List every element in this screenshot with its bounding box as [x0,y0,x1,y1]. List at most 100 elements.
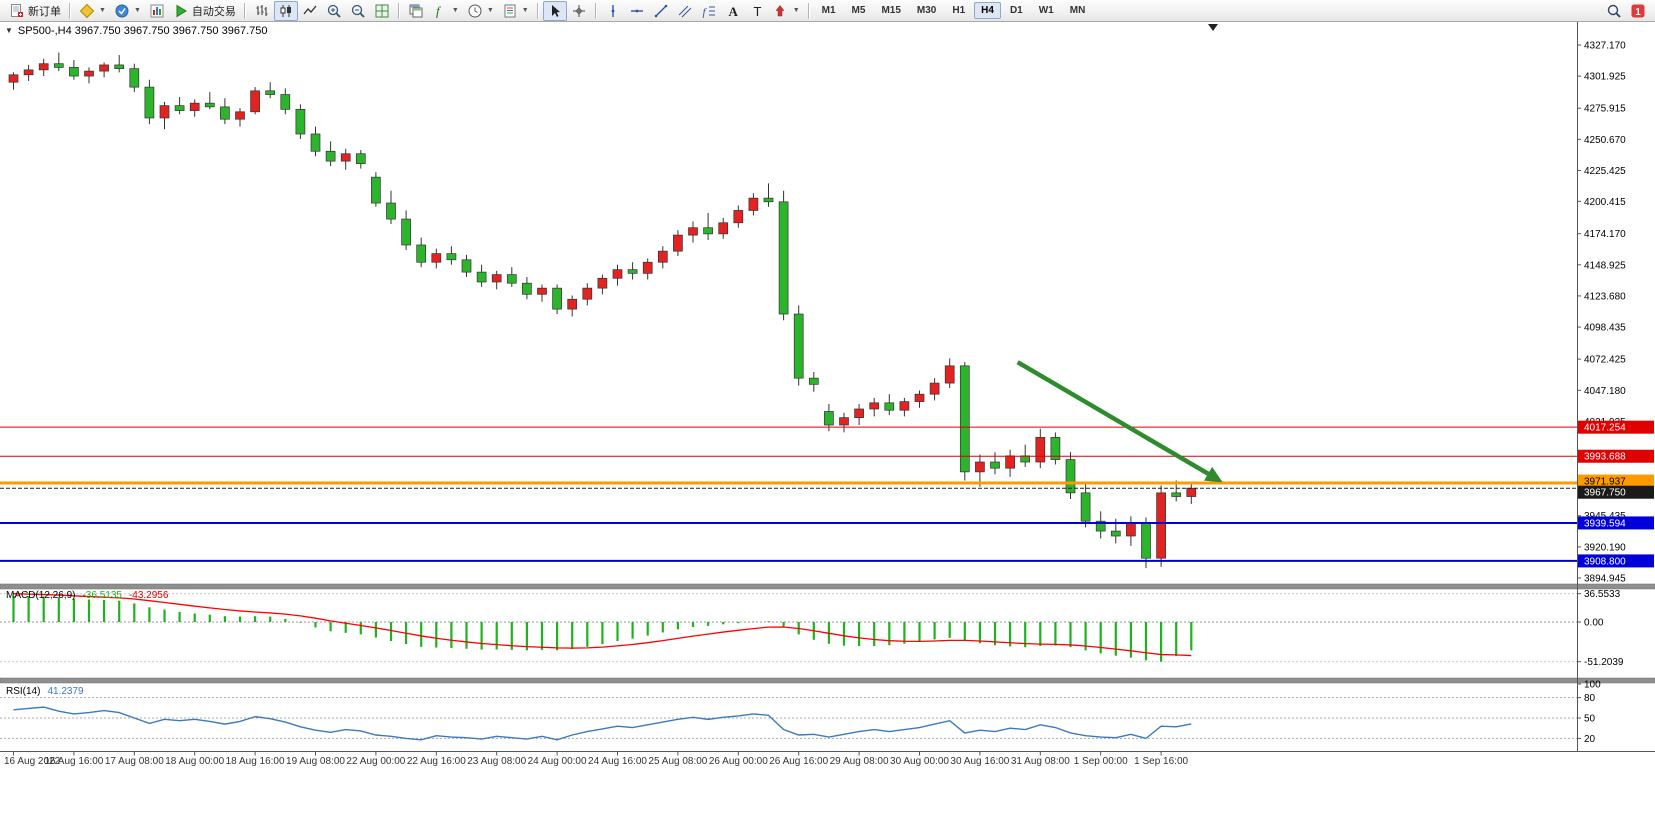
rsi-value: 41.2379 [47,686,84,697]
zoom-out-icon [351,4,365,18]
timeframe-button-m15[interactable]: M15 [881,5,901,16]
horizontal-line-icon [630,9,643,12]
candle-up [84,70,94,77]
line-chart-icon [303,5,317,14]
search-button[interactable] [1602,1,1626,21]
text-icon: A [728,4,738,19]
periods-button[interactable]: ▼ [463,1,498,21]
price-badge-orange-text: 3971.937 [1584,477,1626,488]
bar-chart-button[interactable] [250,1,274,21]
timeframe-button-d1[interactable]: D1 [1009,5,1023,16]
price-axis-label: 4148.925 [1584,260,1626,271]
channel-button[interactable] [673,1,697,21]
candle-down [204,102,215,108]
trendline-button[interactable] [649,1,673,21]
time-axis-label: 22 Aug 16:00 [407,756,466,767]
candle-down [129,68,140,88]
community-button[interactable]: 1 [1626,1,1650,21]
candle-down [884,402,895,411]
candle-down [627,269,638,274]
macd-axis-label: -51.2039 [1584,657,1624,668]
candle-down [476,271,487,283]
market-watch-button[interactable] [145,1,169,21]
candle-down [401,218,411,246]
macd-signal-value: -43.2956 [128,590,169,601]
timeframe-button-mn[interactable]: MN [1069,5,1086,16]
autotrading-button[interactable]: 自动交易 [169,1,240,21]
toolbar-separator [807,2,810,19]
zoom-out-button[interactable] [346,1,370,21]
dropdown-caret-icon: ▼ [792,7,800,14]
time-axis-label: 24 Aug 00:00 [528,756,587,767]
candle-down [1171,492,1182,497]
macd-main-value: -36.5135 [82,590,122,601]
timeframe-button-m30[interactable]: M30 [916,5,937,16]
zoom-in-button[interactable] [322,1,346,21]
text-label-button[interactable]: T [745,1,769,21]
rsi-axis-label: 100 [1584,680,1601,691]
timeframe-button-h4[interactable]: H4 [974,2,1001,19]
candle-up [899,401,910,411]
new-order-button[interactable]: 新订单 [5,1,65,21]
time-axis-label: 31 Aug 08:00 [1011,756,1070,767]
time-axis-label: 22 Aug 00:00 [346,756,405,767]
panel-splitter[interactable] [0,677,1655,684]
candle-up [975,461,985,473]
new-chart-button[interactable]: ▼ [75,1,110,21]
candle-down [1050,437,1061,460]
dropdown-caret-icon: ▼ [486,7,494,14]
one-click-trading-toggle[interactable]: ▼ [5,26,13,35]
tile-windows-button[interactable] [404,1,428,21]
candle-up [1035,437,1046,463]
cursor-button[interactable] [542,0,567,21]
rsi-line [13,706,1192,741]
profiles-button[interactable]: ▼ [110,1,145,21]
candle-down [371,176,381,204]
macd-signal-line [13,593,1192,657]
timeframe-button-m5[interactable]: M5 [851,5,866,16]
candle-down [552,287,562,310]
price-axis-label: 4174.170 [1584,229,1626,240]
text-button[interactable]: A [721,1,745,21]
arrows-button[interactable]: ▼ [769,1,804,21]
line-chart-button[interactable] [298,1,322,21]
candle-down [1080,492,1091,522]
candlestick-chart-button[interactable] [273,0,298,21]
timeframe-button-m1[interactable]: M1 [821,5,836,16]
trend-arrow-object[interactable] [1016,360,1223,483]
panel-splitter[interactable] [0,583,1655,590]
candle-down [506,274,517,284]
indicators-button[interactable]: f ▼ [428,1,463,21]
candle-down [461,259,472,273]
price-badge-red [1578,420,1654,434]
candle-up [688,227,698,236]
candle-down [144,86,155,119]
candle-down [220,106,230,120]
candle-up [1186,487,1197,497]
horizontal-line-button[interactable] [625,1,649,21]
new-order-icon [11,3,23,17]
candle-up [673,234,683,252]
candle-down [325,150,336,162]
fibonacci-button[interactable]: f [697,1,721,21]
macd-axis-label: 36.5533 [1584,589,1621,600]
toolbar-separator [397,2,400,19]
vertical-line-button[interactable] [601,1,625,21]
dropdown-caret-icon: ▼ [521,7,529,14]
auto-arrange-button[interactable] [370,1,394,21]
chart-shift-marker[interactable] [1208,24,1218,31]
templates-button[interactable]: ▼ [498,1,533,21]
candle-up [582,287,593,300]
profiles-icon [115,4,129,17]
candle-down [763,197,774,203]
candle-down [53,63,64,68]
candle-up [250,90,260,113]
candle-down [386,202,396,220]
candle-up [657,250,668,263]
time-axis-label: 30 Aug 16:00 [950,756,1009,767]
timeframe-button-h1[interactable]: H1 [952,5,966,16]
price-axis-label: 4072.425 [1584,355,1626,366]
crosshair-button[interactable] [567,1,591,21]
timeframe-button-w1[interactable]: W1 [1038,5,1054,16]
